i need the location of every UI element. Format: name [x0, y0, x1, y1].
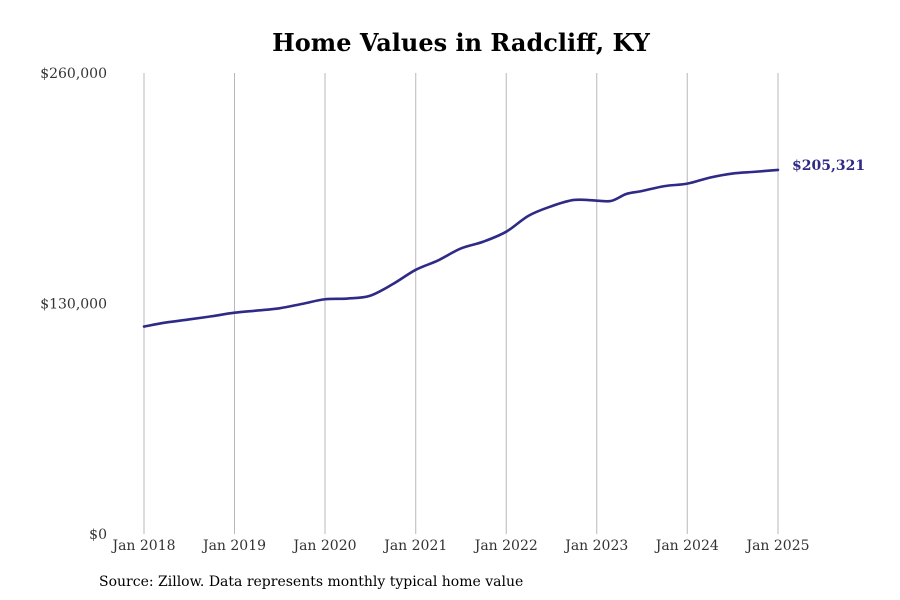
gridlines [143, 73, 779, 534]
x-tick-label: Jan 2025 [744, 538, 809, 554]
x-tick-label: Jan 2018 [110, 538, 175, 554]
x-tick-label: Jan 2022 [473, 538, 538, 554]
y-tick-label: $130,000 [40, 297, 107, 313]
x-tick-label: Jan 2021 [382, 538, 447, 554]
source-note: Source: Zillow. Data represents monthly … [99, 574, 524, 590]
x-tick-label: Jan 2023 [563, 538, 628, 554]
tick-labels: Jan 2018 Jan 2019 Jan 2020 Jan 2021 Jan 2022… [40, 66, 809, 554]
x-tick-label: Jan 2020 [291, 538, 356, 554]
x-tick-label: Jan 2019 [201, 538, 266, 554]
chart-title: Home Values in Radcliff, KY [272, 28, 650, 57]
series-layer [142, 168, 780, 328]
y-tick-label: $260,000 [40, 66, 107, 82]
end-value-label: $205,321 [792, 158, 865, 174]
series-line-0 [142, 168, 780, 328]
y-tick-label: $0 [89, 527, 107, 543]
x-tick-label: Jan 2024 [654, 538, 719, 554]
